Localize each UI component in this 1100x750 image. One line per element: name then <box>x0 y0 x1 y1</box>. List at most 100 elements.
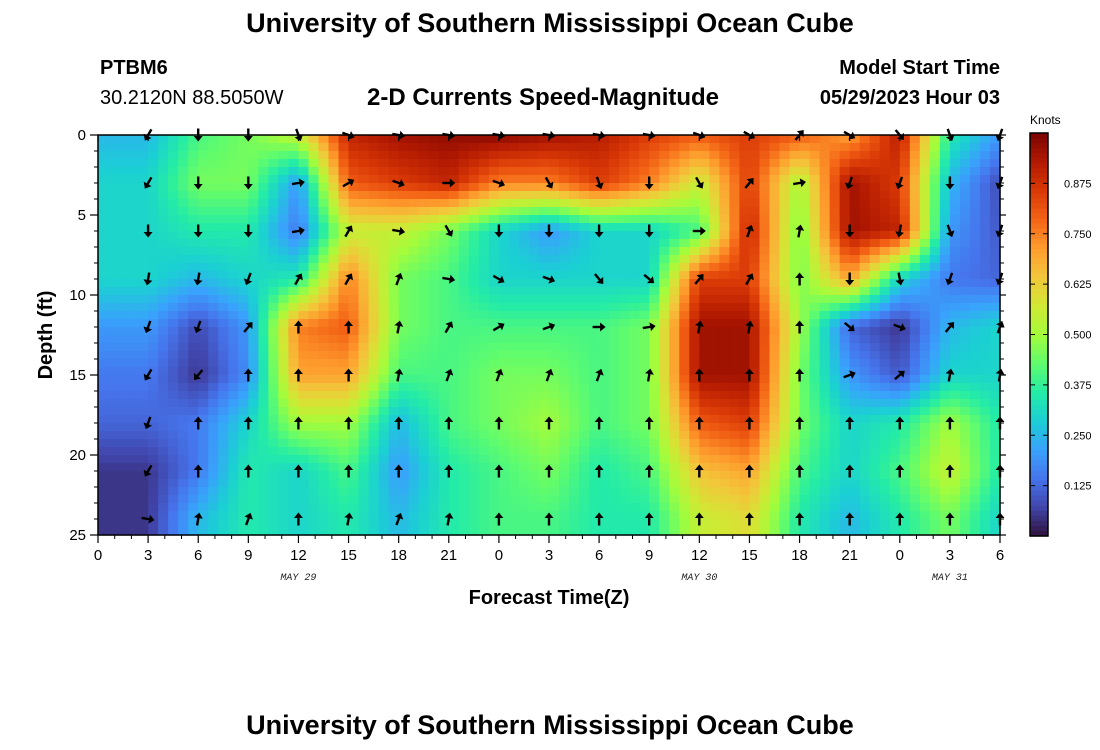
heat-cell <box>358 271 370 280</box>
heat-cell <box>488 375 500 384</box>
heat-cell <box>589 143 600 152</box>
heat-cell <box>829 423 841 432</box>
heat-cell <box>518 279 530 288</box>
heat-cell <box>789 239 801 248</box>
heat-cell <box>148 151 159 160</box>
heat-cell <box>128 159 139 168</box>
heat-cell <box>288 311 300 320</box>
heat-cell <box>178 199 189 208</box>
heat-cell <box>589 215 600 224</box>
heat-cell <box>128 167 139 176</box>
heat-cell <box>959 487 971 496</box>
heat-cell <box>649 399 660 408</box>
colorbar-segment <box>1030 450 1048 456</box>
heat-cell <box>168 247 179 256</box>
heat-cell <box>278 279 290 288</box>
heat-cell <box>98 223 109 232</box>
heat-cell <box>178 527 189 536</box>
heat-cell <box>268 407 279 416</box>
colorbar-segment <box>1030 258 1048 265</box>
heat-cell <box>508 215 520 224</box>
heat-cell <box>538 527 550 536</box>
heat-cell <box>538 191 550 200</box>
heat-cell <box>729 431 741 440</box>
heat-cell <box>679 319 690 328</box>
heat-cell <box>458 527 470 536</box>
heat-cell <box>498 479 510 488</box>
heat-cell <box>629 263 640 272</box>
heat-cell <box>679 239 690 248</box>
current-arrow <box>895 416 905 430</box>
heat-cell <box>899 215 911 224</box>
heat-cell <box>949 287 961 296</box>
heat-cell <box>178 175 189 184</box>
heat-cell <box>168 279 179 288</box>
heat-cell <box>328 431 340 440</box>
heat-cell <box>408 191 420 200</box>
heat-cell <box>849 519 861 528</box>
heat-cell <box>298 255 310 264</box>
heat-cell <box>458 143 470 152</box>
heat-cell <box>849 167 861 176</box>
heat-cell <box>498 471 510 480</box>
heat-cell <box>559 279 570 288</box>
heat-cell <box>909 271 921 280</box>
heat-cell <box>498 199 510 208</box>
heat-cell <box>258 215 269 224</box>
heat-cell <box>398 143 410 152</box>
heat-cell <box>719 399 730 408</box>
heat-cell <box>538 223 550 232</box>
heat-cell <box>819 439 831 448</box>
heat-cell <box>899 511 911 520</box>
heat-cell <box>579 527 590 536</box>
heat-cell <box>518 247 530 256</box>
heat-cell <box>98 439 109 448</box>
heat-cell <box>228 351 239 360</box>
heat-cell <box>258 143 269 152</box>
heat-cell <box>699 423 710 432</box>
heat-cell <box>178 239 189 248</box>
heat-cell <box>538 375 550 384</box>
heat-cell <box>659 399 670 408</box>
heat-cell <box>158 271 169 280</box>
heat-cell <box>278 223 290 232</box>
heat-cell <box>308 199 320 208</box>
heat-cell <box>498 351 510 360</box>
heat-cell <box>649 279 660 288</box>
heat-cell <box>308 327 320 336</box>
heat-cell <box>158 247 169 256</box>
heat-cell <box>749 399 761 408</box>
heat-cell <box>569 191 580 200</box>
heat-cell <box>699 391 710 400</box>
heat-cell <box>388 271 400 280</box>
heat-cell <box>899 391 911 400</box>
heat-cell <box>969 431 981 440</box>
heat-cell <box>448 407 460 416</box>
heat-cell <box>849 423 861 432</box>
heat-cell <box>308 135 320 144</box>
heat-cell <box>308 431 320 440</box>
heat-cell <box>168 463 179 472</box>
heat-cell <box>709 439 720 448</box>
current-arrow <box>442 178 456 188</box>
heat-cell <box>468 447 480 456</box>
heat-cell <box>538 263 550 272</box>
heat-cell <box>408 511 420 520</box>
heat-cell <box>769 455 781 464</box>
heat-cell <box>579 351 590 360</box>
heat-cell <box>659 391 670 400</box>
heat-cell <box>458 335 470 344</box>
heat-cell <box>358 471 370 480</box>
current-arrow <box>946 224 955 238</box>
heat-cell <box>508 447 520 456</box>
heat-cell <box>478 391 490 400</box>
heat-cell <box>719 223 730 232</box>
heat-cell <box>328 415 340 424</box>
heat-cell <box>799 487 811 496</box>
heat-cell <box>849 303 861 312</box>
heat-cell <box>168 327 179 336</box>
heat-cell <box>959 143 971 152</box>
heat-cell <box>238 191 249 200</box>
heat-cell <box>98 135 109 144</box>
heat-cell <box>128 319 139 328</box>
